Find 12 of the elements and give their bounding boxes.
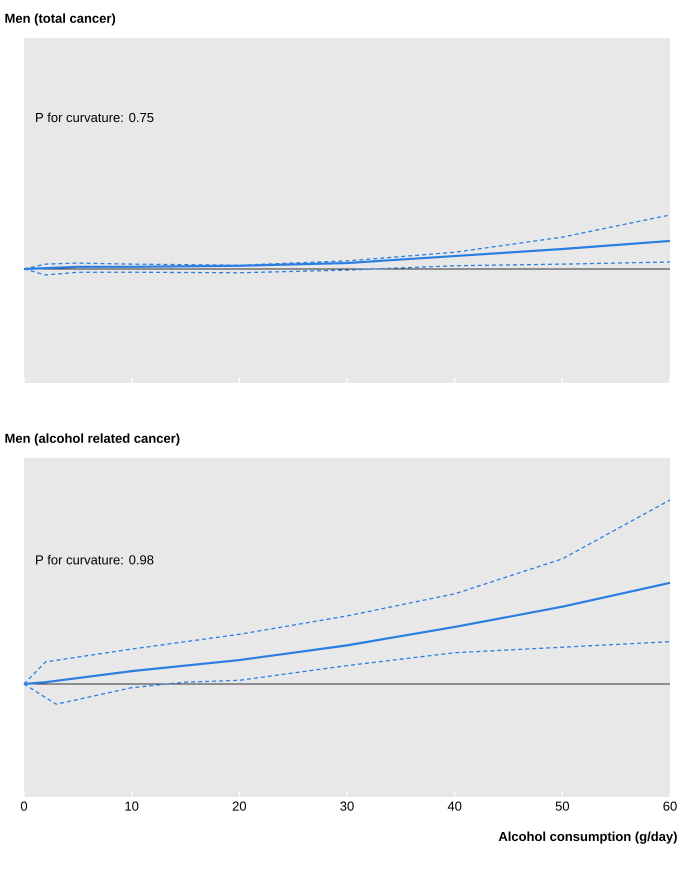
x-axis-title: Alcohol consumption (g/day): [498, 832, 677, 844]
text: P for curvature: 0.75: [36, 112, 154, 122]
x-tick-label: 40: [448, 802, 462, 811]
x-tick-label: 20: [232, 802, 246, 811]
x-tick-label: 0: [20, 802, 28, 811]
x-tick-label: 30: [340, 802, 354, 811]
chart-title: Men (total cancer): [5, 13, 116, 26]
annotation: P for curvature: 0.98: [36, 554, 154, 564]
x-tick-label: 10: [125, 802, 138, 811]
x-tick-label: 60: [663, 802, 677, 811]
x-tick-label: 50: [556, 802, 570, 811]
chart-title: Men (alcohol related cancer): [5, 433, 180, 446]
